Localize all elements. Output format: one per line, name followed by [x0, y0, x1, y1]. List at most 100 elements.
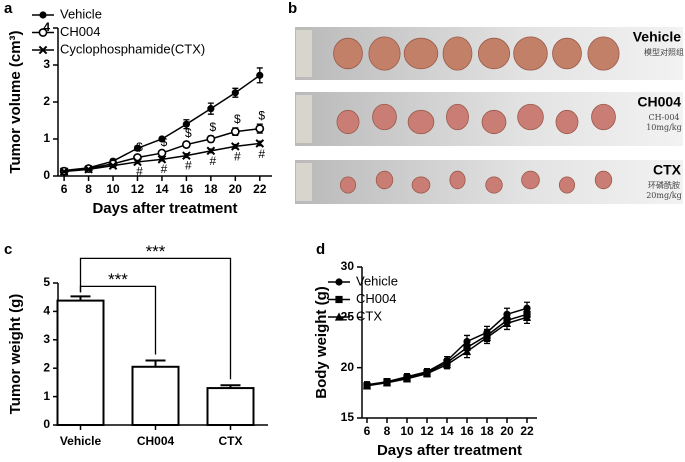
y-tick-label: 3: [43, 332, 50, 346]
photo-label: CH004: [637, 94, 681, 110]
y-axis-label: Body weight (g): [313, 286, 330, 399]
annotation: #: [136, 165, 143, 179]
marker: [402, 374, 412, 383]
marker: [255, 124, 265, 134]
y-tick-label: 4: [43, 304, 50, 318]
x-tick-label: 14: [155, 182, 169, 196]
x-tick-label: 10: [400, 424, 414, 438]
bar: [56, 299, 105, 426]
marker: [362, 381, 372, 390]
tumor: [336, 109, 360, 135]
marker: [84, 165, 93, 174]
tumor: [591, 103, 616, 131]
x-tick-label: 14: [440, 424, 454, 438]
marker: [256, 71, 264, 79]
marker: [158, 135, 166, 143]
annotation: #: [161, 162, 168, 176]
photo-sublabel: 环磷酰胺: [648, 180, 680, 190]
tumor: [446, 103, 469, 131]
x-tick-label: Vehicle: [60, 434, 102, 448]
y-tick-label: 30: [341, 259, 355, 273]
annotation: #: [234, 149, 241, 163]
legend-marker: [39, 11, 47, 19]
annotation: #: [185, 159, 192, 173]
x-tick-label: 12: [131, 182, 145, 196]
marker: [157, 155, 167, 164]
annotation: $: [210, 120, 217, 134]
tumor: [403, 37, 439, 70]
annotation: $: [185, 126, 192, 140]
tumor: [517, 103, 544, 131]
series-line: [366, 313, 528, 387]
y-tick-label: 1: [43, 131, 50, 145]
x-axis-label: Days after treatment: [377, 442, 522, 459]
annotation: #: [210, 154, 217, 168]
marker: [442, 360, 452, 369]
x-tick-label: 8: [384, 424, 391, 438]
marker: [231, 89, 239, 97]
panel-label: a: [4, 0, 13, 17]
bar: [131, 365, 180, 426]
marker: [231, 142, 240, 151]
legend-marker: [335, 295, 343, 304]
tumor: [587, 36, 620, 71]
y-tick-label: 3: [43, 57, 50, 71]
x-tick-label: 22: [520, 424, 534, 438]
tumor: [513, 36, 548, 71]
marker: [181, 140, 191, 149]
tumor: [521, 170, 540, 190]
marker: [182, 120, 190, 128]
x-tick-label: 20: [500, 424, 514, 438]
y-axis-label: Tumor weight (g): [7, 294, 24, 415]
legend-marker: [38, 45, 48, 55]
marker: [462, 346, 472, 356]
significance-label: ***: [108, 270, 128, 289]
photo-sublabel: 模型对照组: [644, 47, 684, 57]
tumor: [594, 170, 613, 190]
marker: [133, 157, 142, 167]
x-tick-label: 6: [364, 424, 371, 438]
y-tick-label: 15: [341, 410, 355, 424]
x-tick-label: 16: [460, 424, 474, 438]
tumor: [372, 103, 397, 131]
bar: [206, 387, 255, 426]
annotation: $: [234, 112, 241, 126]
photo-label: CTX: [653, 162, 682, 178]
error-bar: [70, 295, 91, 301]
tumor: [481, 109, 507, 135]
x-tick-label: 10: [106, 182, 120, 196]
series-line: [366, 316, 528, 387]
annotation: $: [136, 140, 143, 154]
photo-sublabel: 20mg/kg: [646, 191, 682, 200]
tumor: [442, 36, 473, 71]
photo-sublabel: CH-004: [648, 113, 679, 122]
y-tick-label: 5: [43, 275, 50, 289]
series-line: [366, 307, 528, 386]
marker: [206, 134, 216, 144]
tumor: [485, 176, 503, 194]
marker: [422, 369, 432, 378]
error-bar: [145, 359, 166, 367]
panel-label: c: [4, 241, 12, 258]
tumor: [411, 176, 431, 194]
y-axis-label: Tumor volume (cm³): [7, 30, 24, 173]
tumor: [375, 170, 394, 190]
y-tick-label: 0: [43, 417, 50, 431]
tumor: [339, 176, 357, 194]
y-tick-label: 1: [43, 389, 50, 403]
marker: [207, 105, 215, 113]
marker: [382, 378, 392, 387]
tumor: [555, 109, 579, 135]
y-tick-label: 4: [43, 20, 50, 34]
y-tick-label: 2: [43, 360, 50, 374]
significance-bracket: [79, 257, 232, 380]
x-tick-label: 16: [180, 182, 194, 196]
marker: [59, 167, 69, 176]
y-tick-label: 2: [43, 94, 50, 108]
legend-label: Vehicle: [356, 273, 398, 288]
panel-label: d: [316, 241, 325, 258]
tumor: [368, 36, 401, 71]
x-axis-label: Days after treatment: [92, 200, 237, 217]
ruler: [296, 30, 312, 77]
